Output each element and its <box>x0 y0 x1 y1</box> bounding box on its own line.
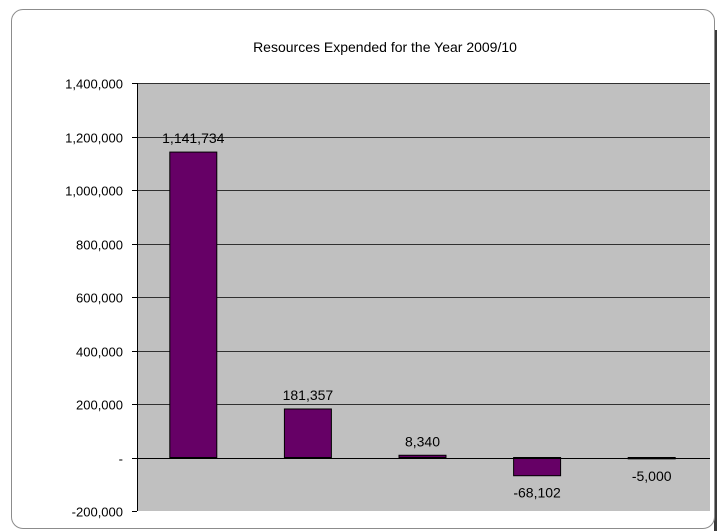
data-label: 1,141,734 <box>162 130 224 146</box>
y-tick-label: - <box>119 452 123 467</box>
y-tick-label: 1,200,000 <box>65 131 123 146</box>
data-labels: 1,141,734 181,357 8,340 -68,102 -5,000 <box>162 130 672 501</box>
data-label: -5,000 <box>632 468 672 484</box>
data-label: 181,357 <box>283 387 334 403</box>
y-tick-label: -200,000 <box>72 505 123 520</box>
data-label: 8,340 <box>405 433 440 449</box>
y-axis-ticks: -200,000-200,000400,000600,000800,0001,0… <box>65 77 138 520</box>
bar <box>513 457 562 477</box>
y-tick-label: 1,000,000 <box>65 184 123 199</box>
gridlines <box>137 83 710 405</box>
plot-area <box>137 83 710 511</box>
y-tick-label: 200,000 <box>76 398 123 413</box>
y-tick-label: 800,000 <box>76 238 123 253</box>
y-tick-label: 400,000 <box>76 345 123 360</box>
y-tick-label: 1,400,000 <box>65 77 123 92</box>
bars <box>169 151 676 477</box>
bar <box>283 408 332 458</box>
bar <box>169 151 218 458</box>
chart-shadow <box>714 30 717 531</box>
data-label: -68,102 <box>513 485 561 501</box>
bar <box>398 454 447 458</box>
y-tick-label: 600,000 <box>76 291 123 306</box>
chart-title: Resources Expended for the Year 2009/10 <box>253 39 517 55</box>
